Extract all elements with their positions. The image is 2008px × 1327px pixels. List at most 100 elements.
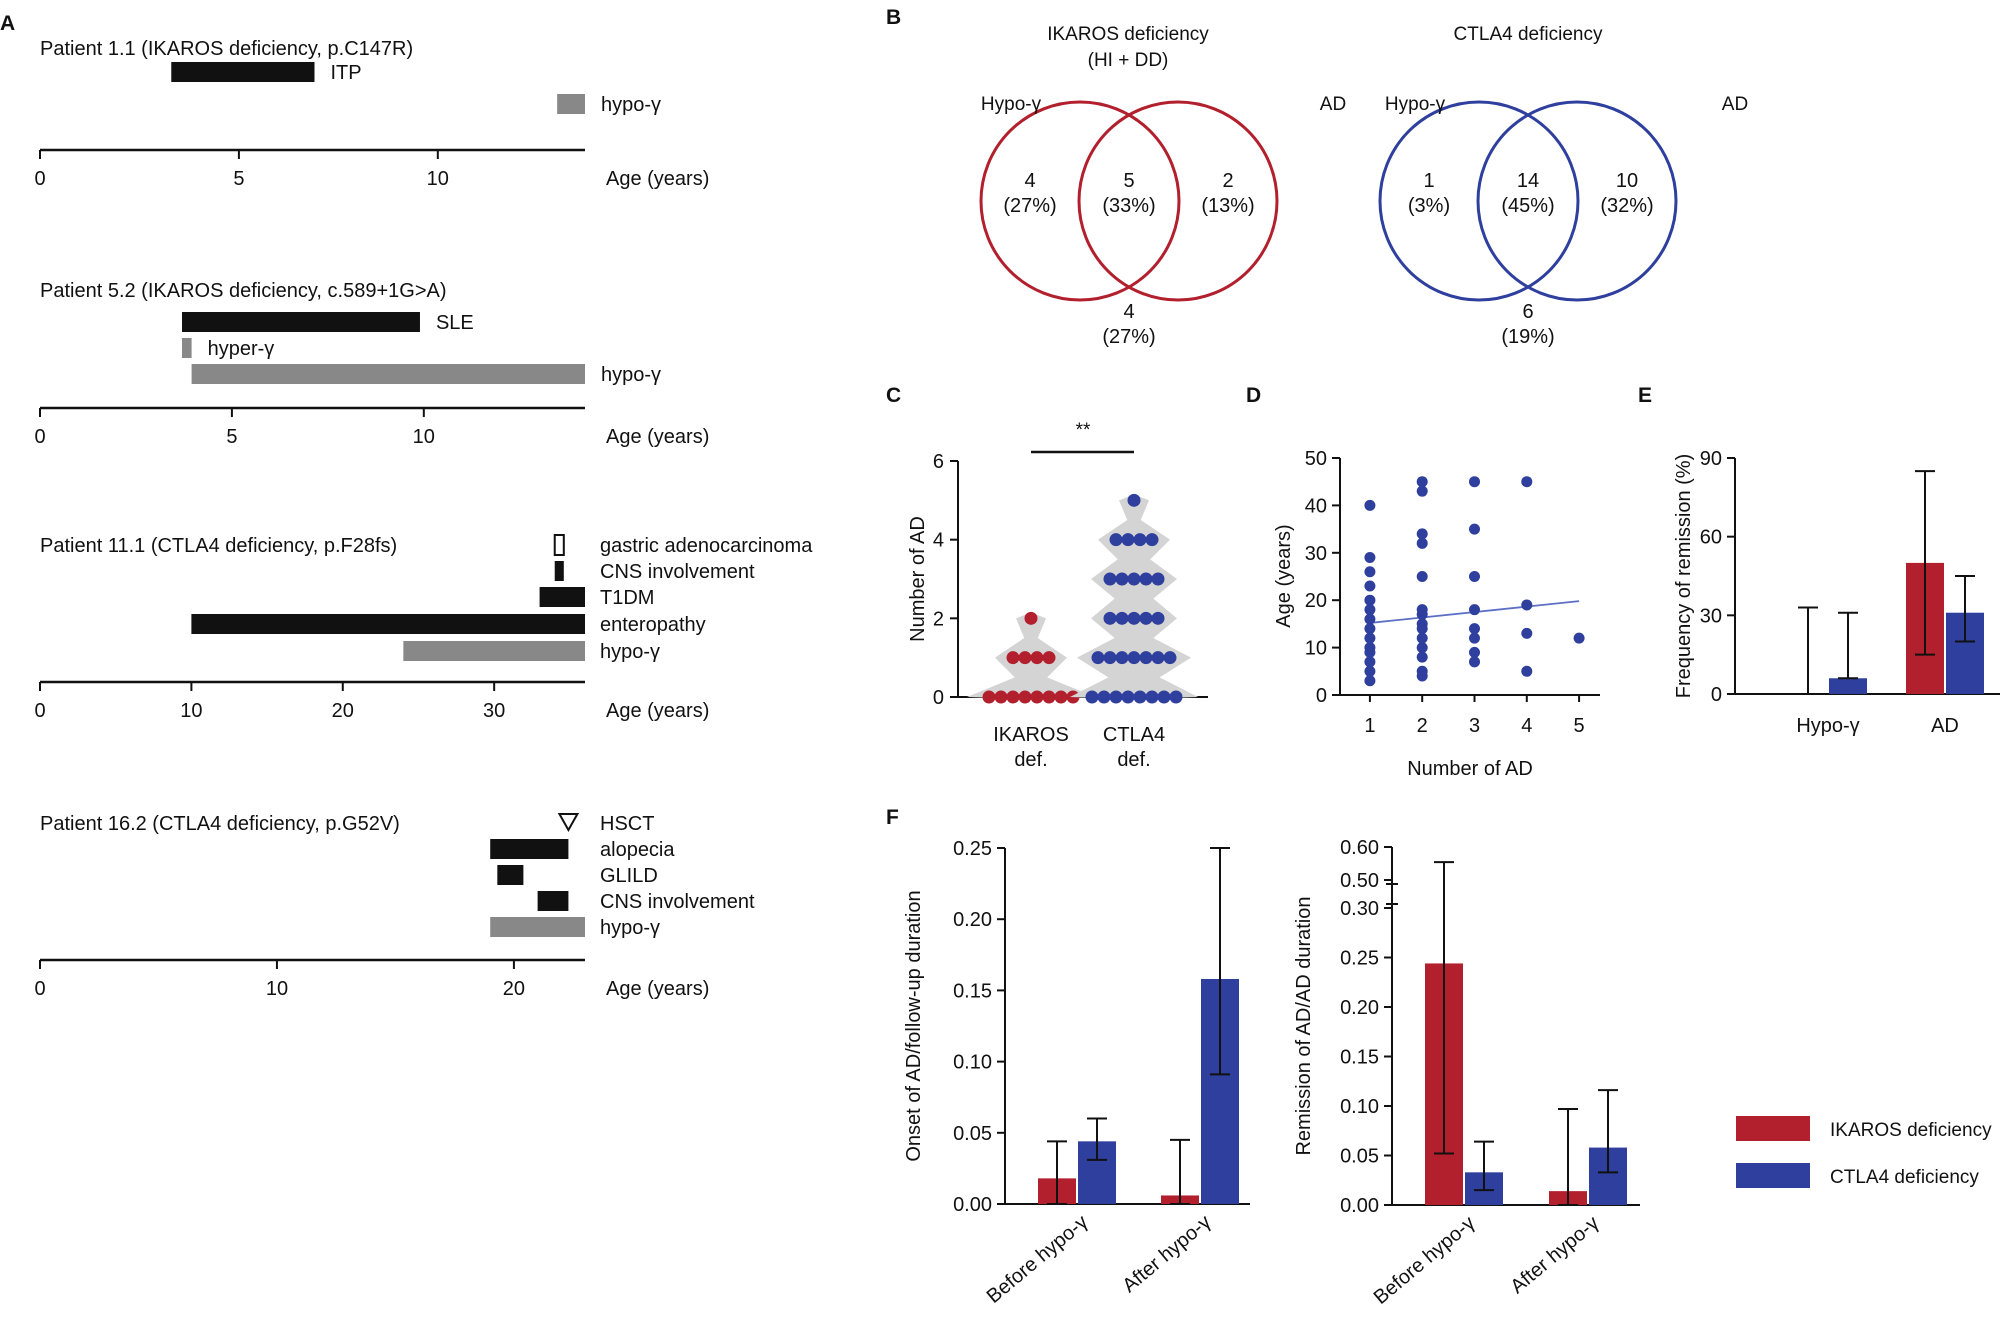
data-point — [1115, 572, 1129, 586]
data-point — [1416, 571, 1428, 582]
data-point — [1097, 690, 1111, 704]
x-axis-label: Number of AD — [1407, 758, 1533, 780]
x-category-label: AD — [1931, 715, 1959, 737]
venn-percent: (3%) — [1408, 195, 1450, 217]
data-point — [1145, 690, 1159, 704]
timeline-event-label: enteropathy — [600, 614, 706, 636]
venn-title: CTLA4 deficiency — [1454, 24, 1603, 45]
timeline-event-label: ITP — [330, 62, 361, 84]
timeline-tick-label: 20 — [332, 700, 354, 722]
legend-swatch — [1736, 1163, 1810, 1188]
data-point — [1133, 690, 1147, 704]
timeline-event-label: CNS involvement — [600, 891, 755, 913]
data-point — [1018, 690, 1032, 704]
data-point — [1469, 632, 1480, 644]
data-point — [1469, 656, 1480, 668]
timeline-tick-label: 10 — [413, 426, 435, 448]
data-point — [1151, 611, 1165, 625]
data-point — [1139, 572, 1153, 586]
patient-title: Patient 5.2 (IKAROS deficiency, c.589+1G… — [40, 280, 447, 302]
panel-c-violin-plot: Number of AD 0 2 4 6 IKAROS def. CTLA4 def. ** — [907, 420, 1208, 771]
group-label: def. — [1014, 749, 1047, 771]
data-point — [1151, 572, 1165, 586]
data-point — [1127, 651, 1141, 665]
data-point — [1133, 533, 1147, 547]
data-point — [1121, 690, 1135, 704]
data-point — [1091, 651, 1105, 665]
venn-percent: (27%) — [1003, 195, 1056, 217]
timeline-tick-label: 10 — [266, 978, 288, 1000]
legend: IKAROS deficiency CTLA4 deficiency — [1736, 1116, 1992, 1188]
y-tick-label: 30 — [1305, 543, 1327, 565]
data-point — [994, 690, 1008, 704]
timeline-bar — [191, 364, 585, 384]
venn-count: 10 — [1616, 170, 1638, 192]
hsct-triangle-marker — [557, 813, 580, 833]
venn-subtitle: (HI + DD) — [1088, 50, 1169, 71]
timeline-bar — [553, 534, 565, 556]
data-point — [1573, 632, 1585, 644]
data-point — [1416, 485, 1428, 497]
y-tick-label: 60 — [1700, 527, 1722, 549]
venn-percent-outside: (27%) — [1102, 326, 1155, 348]
panel-label-a: A — [0, 12, 15, 35]
y-tick-label: 20 — [1305, 590, 1327, 612]
data-point — [1006, 690, 1020, 704]
patient-title: Patient 16.2 (CTLA4 deficiency, p.G52V) — [40, 813, 400, 835]
y-tick-label: 0.05 — [953, 1123, 992, 1145]
timeline-event-label: CNS involvement — [600, 561, 755, 583]
timeline-event-label: T1DM — [600, 587, 654, 609]
venn-count-outside: 4 — [1123, 301, 1134, 323]
venn-count: 2 — [1222, 170, 1233, 192]
data-point — [1416, 665, 1428, 677]
timeline-bar — [490, 917, 585, 937]
data-point — [1139, 651, 1153, 665]
y-tick-label: 0.00 — [953, 1194, 992, 1216]
legend-label: IKAROS deficiency — [1830, 1120, 1992, 1141]
timeline-bar — [182, 338, 192, 358]
data-point — [1416, 604, 1428, 616]
timeline-tick-label: 0 — [34, 168, 45, 190]
data-point — [1469, 604, 1480, 616]
data-point — [1364, 642, 1376, 654]
panel-label-e: E — [1638, 384, 1652, 407]
data-point — [1364, 623, 1376, 635]
data-point — [1103, 611, 1117, 625]
timeline-tick-label: 30 — [483, 700, 505, 722]
data-point — [1416, 476, 1428, 488]
y-axis-label: Remission of AD/AD duration — [1293, 896, 1315, 1155]
timeline-bar — [557, 94, 585, 114]
data-point — [1469, 476, 1480, 488]
data-point — [1416, 651, 1428, 663]
data-point — [1364, 580, 1376, 592]
y-tick-label: 0.15 — [953, 980, 992, 1002]
timeline-tick-label: 10 — [427, 168, 449, 190]
data-point — [982, 690, 996, 704]
y-tick-label: 0.10 — [953, 1052, 992, 1074]
data-point — [1364, 675, 1376, 687]
y-tick-label: 0.20 — [953, 909, 992, 931]
data-point — [1121, 533, 1135, 547]
y-axis-label: Number of AD — [907, 516, 929, 642]
y-tick-label: 90 — [1700, 448, 1722, 470]
y-tick-label: 0.60 — [1340, 837, 1379, 859]
timeline-event-label: hypo-γ — [600, 917, 660, 939]
data-point — [1109, 533, 1123, 547]
timeline-x-label: Age (years) — [606, 700, 709, 722]
data-point — [1157, 690, 1171, 704]
data-point — [1018, 651, 1032, 665]
x-tick-label: 3 — [1469, 715, 1480, 737]
panel-label-d: D — [1246, 384, 1261, 407]
data-point — [1364, 613, 1376, 625]
timeline-event-label: hypo-γ — [601, 94, 661, 116]
panel-e-bar-chart: Frequency of remission (%) 0 30 60 90 Hypo-γ A… — [1673, 448, 2000, 737]
data-point — [1416, 537, 1428, 549]
y-tick-label: 0.25 — [953, 838, 992, 860]
timeline-event-label: HSCT — [600, 813, 654, 835]
y-tick-label: 0.20 — [1340, 997, 1379, 1019]
data-point — [1145, 533, 1159, 547]
timeline-tick-label: 0 — [34, 426, 45, 448]
data-point — [1364, 499, 1376, 511]
timeline-bar — [554, 561, 564, 581]
panel-a-timelines: Patient 1.1 (IKAROS deficiency, p.C147R)… — [34, 38, 813, 1000]
